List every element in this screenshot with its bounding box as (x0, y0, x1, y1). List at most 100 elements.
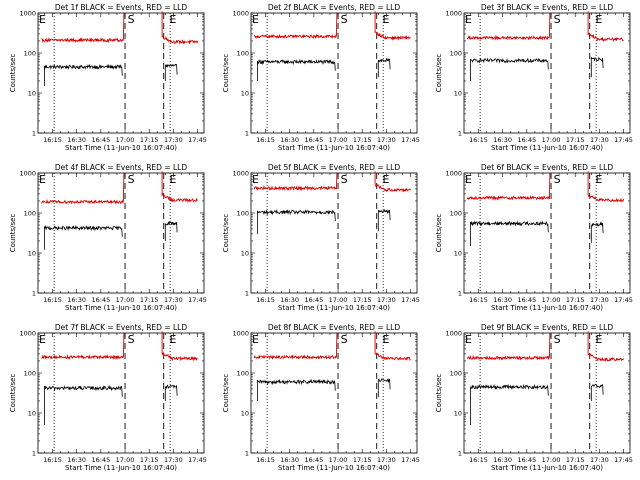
x-tick-label: 17:15 (353, 296, 372, 304)
events-rate-line (470, 383, 549, 425)
x-tick-label: 16:45 (304, 136, 323, 144)
marker-label: E (252, 173, 259, 186)
marker-label: E (170, 13, 177, 26)
events-rate-line (257, 58, 336, 81)
x-tick-label: 16:15 (256, 296, 275, 304)
detector-panel: Det 8f BLACK = Events, RED = LLD 1 10 100 10… (222, 323, 420, 472)
y-tick-label: 100 (237, 210, 249, 218)
events-rate-line (590, 56, 604, 78)
detector-panel: Det 9f BLACK = Events, RED = LLD 1 10 100 10… (435, 323, 633, 472)
x-tick-label: 17:00 (116, 136, 135, 144)
x-tick-label: 16:15 (469, 296, 488, 304)
x-tick-label: 16:30 (493, 136, 512, 144)
detector-panel: Det 6f BLACK = Events, RED = LLD 1 10 100 10… (435, 163, 633, 312)
x-tick-label: 17:00 (329, 456, 348, 464)
x-tick-label: 17:45 (614, 456, 633, 464)
y-tick-label: 1000 (445, 330, 462, 338)
x-tick-label: 17:45 (614, 136, 633, 144)
x-tick-label: 17:00 (116, 296, 135, 304)
y-tick-label: 1 (245, 450, 249, 458)
x-axis-title: Start Time (11-Jun-10 16:07:40) (65, 464, 177, 472)
y-tick-label: 10 (454, 410, 462, 418)
y-axis-title: Counts/sec (222, 214, 230, 253)
x-axis-title: Start Time (11-Jun-10 16:07:40) (491, 464, 603, 472)
y-tick-label: 10 (28, 410, 36, 418)
x-tick-label: 17:15 (566, 456, 585, 464)
lld-rate-line (374, 171, 412, 193)
x-tick-label: 16:15 (43, 456, 62, 464)
y-axis-title: Counts/sec (435, 54, 443, 93)
x-tick-label: 16:45 (517, 136, 536, 144)
marker-label: E (465, 13, 472, 26)
plot-frame (250, 172, 418, 294)
marker-label: E (170, 173, 177, 186)
lld-rate-line (161, 171, 198, 203)
x-tick-label: 17:30 (164, 136, 183, 144)
plot-frame (250, 12, 418, 134)
marker-label: E (596, 13, 603, 26)
y-tick-label: 100 (237, 50, 249, 58)
y-tick-label: 1 (245, 130, 249, 138)
x-tick-label: 16:30 (67, 456, 86, 464)
lld-rate-line (41, 172, 125, 205)
marker-label: E (170, 333, 177, 346)
x-tick-label: 17:45 (188, 136, 207, 144)
y-tick-label: 100 (24, 210, 36, 218)
x-tick-label: 16:15 (43, 136, 62, 144)
x-tick-label: 17:30 (590, 456, 609, 464)
x-tick-label: 17:30 (377, 296, 396, 304)
x-tick-label: 17:00 (542, 136, 561, 144)
lld-rate-line (374, 11, 411, 41)
x-tick-label: 17:15 (566, 136, 585, 144)
x-tick-label: 17:45 (401, 456, 420, 464)
y-tick-label: 10 (454, 90, 462, 98)
marker-label: S (554, 173, 561, 186)
y-tick-label: 1000 (232, 10, 249, 18)
events-rate-line (590, 221, 604, 243)
x-tick-label: 16:45 (517, 296, 536, 304)
x-tick-label: 17:30 (164, 456, 183, 464)
marker-label: E (39, 13, 46, 26)
plot-frame (463, 172, 631, 294)
x-tick-label: 17:00 (116, 456, 135, 464)
events-rate-line (44, 385, 123, 425)
events-rate-line (590, 384, 604, 401)
detector-panel: Det 7f BLACK = Events, RED = LLD 1 10 100 10… (9, 323, 207, 472)
lld-rate-line (161, 11, 199, 45)
x-tick-label: 17:15 (353, 136, 372, 144)
events-rate-line (470, 57, 549, 81)
x-tick-label: 16:15 (256, 136, 275, 144)
y-tick-label: 100 (450, 370, 462, 378)
marker-label: E (596, 173, 603, 186)
events-rate-line (257, 378, 336, 401)
x-tick-label: 17:45 (188, 456, 207, 464)
marker-label: S (341, 333, 348, 346)
x-tick-label: 17:00 (542, 456, 561, 464)
marker-label: S (341, 173, 348, 186)
x-tick-label: 16:30 (280, 296, 299, 304)
y-tick-label: 100 (24, 50, 36, 58)
x-tick-label: 17:00 (329, 136, 348, 144)
x-tick-label: 16:30 (67, 296, 86, 304)
y-tick-label: 100 (450, 210, 462, 218)
y-tick-label: 1 (32, 450, 36, 458)
plot-frame (463, 12, 631, 134)
marker-label: E (383, 173, 390, 186)
x-tick-label: 16:45 (91, 136, 110, 144)
y-axis-title: Counts/sec (222, 374, 230, 413)
x-tick-label: 17:30 (590, 296, 609, 304)
y-tick-label: 10 (454, 250, 462, 258)
x-tick-label: 16:45 (91, 296, 110, 304)
x-tick-label: 16:15 (256, 456, 275, 464)
x-axis-title: Start Time (11-Jun-10 16:07:40) (491, 144, 603, 152)
x-tick-label: 17:30 (377, 136, 396, 144)
x-tick-label: 17:15 (140, 456, 159, 464)
marker-label: E (39, 173, 46, 186)
y-tick-label: 1000 (232, 330, 249, 338)
x-tick-label: 16:15 (469, 456, 488, 464)
x-tick-label: 17:45 (188, 296, 207, 304)
x-axis-title: Start Time (11-Jun-10 16:07:40) (65, 144, 177, 152)
marker-label: E (596, 333, 603, 346)
lld-rate-line (374, 331, 411, 361)
